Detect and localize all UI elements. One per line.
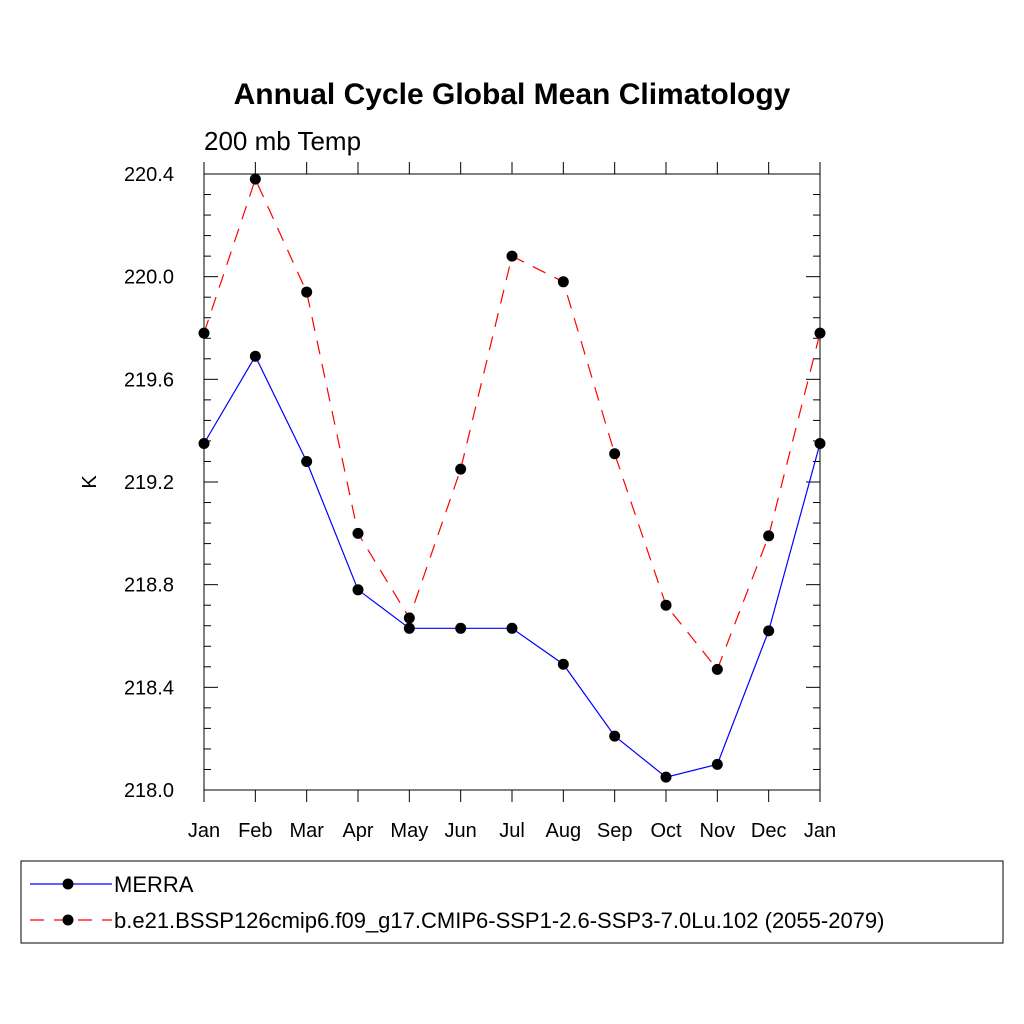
y-tick-label: 220.4	[124, 164, 174, 186]
y-tick-labels: 218.0 218.4 218.8 219.2 219.6 220.0 220.4	[124, 164, 174, 802]
data-point	[249, 173, 261, 185]
legend-marker	[62, 878, 74, 890]
x-tick-labels: Jan Feb Mar Apr May Jun Jul Aug Sep Oct Nov Dec Jan	[188, 820, 836, 842]
x-tick-label: Jul	[499, 820, 525, 842]
y-axis-label: K	[79, 475, 101, 489]
data-point	[352, 584, 364, 596]
legend-marker	[62, 914, 74, 926]
series-line	[203, 354, 821, 778]
data-point	[711, 663, 723, 675]
data-point	[763, 530, 775, 542]
data-point	[455, 463, 467, 475]
data-point	[506, 250, 518, 262]
x-tick-label: May	[390, 820, 428, 842]
data-point	[660, 599, 672, 611]
y-tick-label: 218.0	[124, 780, 174, 802]
data-point	[763, 625, 775, 637]
data-point	[301, 286, 313, 298]
data-point	[301, 455, 313, 467]
series-merra	[198, 350, 826, 783]
legend-label: b.e21.BSSP126cmip6.f09_g17.CMIP6-SSP1-2.…	[114, 908, 884, 933]
x-tick-label: Apr	[342, 820, 373, 842]
data-point	[609, 448, 621, 460]
data-point	[660, 771, 672, 783]
x-tick-label: Sep	[597, 820, 633, 842]
data-point	[403, 612, 415, 624]
data-point	[711, 758, 723, 770]
chart-title: Annual Cycle Global Mean Climatology	[234, 78, 791, 111]
y-tick-label: 219.6	[124, 369, 174, 391]
y-tick-label: 218.8	[124, 575, 174, 597]
legend: MERRA b.e21.BSSP126cmip6.f09_g17.CMIP6-SS…	[20, 860, 1004, 944]
legend-label: MERRA	[114, 872, 194, 897]
x-tick-label: Aug	[546, 820, 582, 842]
plot-frame	[203, 173, 821, 791]
data-point	[557, 658, 569, 670]
series-model	[198, 173, 826, 675]
x-tick-label: Feb	[238, 820, 272, 842]
x-tick-label: Oct	[650, 820, 682, 842]
x-tick-label: Mar	[289, 820, 324, 842]
series-layer	[198, 173, 826, 783]
data-point	[557, 276, 569, 288]
x-tick-label: Jan	[804, 820, 836, 842]
chart-subtitle: 200 mb Temp	[204, 126, 361, 156]
x-tick-label: Dec	[751, 820, 787, 842]
legend-box	[20, 860, 1004, 944]
data-point	[609, 730, 621, 742]
y-tick-label: 220.0	[124, 267, 174, 289]
data-point	[506, 622, 518, 634]
x-tick-label: Nov	[700, 820, 736, 842]
x-tick-label: Jan	[188, 820, 220, 842]
data-point	[455, 622, 467, 634]
x-tick-label: Jun	[445, 820, 477, 842]
y-tick-label: 218.4	[124, 677, 174, 699]
y-tick-label: 219.2	[124, 472, 174, 494]
data-point	[249, 350, 261, 362]
data-point	[403, 622, 415, 634]
data-point	[352, 527, 364, 539]
